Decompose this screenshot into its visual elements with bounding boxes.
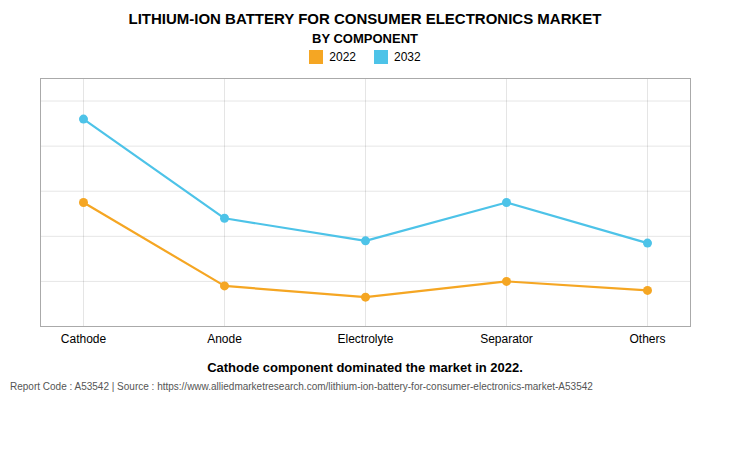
svg-text:Electrolyte: Electrolyte — [337, 332, 393, 346]
html-text:LITHIUM-ION BATTERY FOR CONSUM: LITHIUM-ION BATTERY FOR CONSUMER ELECTRO… — [128, 10, 602, 27]
svg-text:Separator: Separator — [480, 332, 533, 346]
html-text:Cathode component dominated th: Cathode component dominated the market i… — [207, 360, 523, 375]
html-text:BY COMPONENT: BY COMPONENT — [312, 31, 418, 46]
html-text:2032: 2032 — [394, 50, 421, 64]
svg-text:Anode: Anode — [207, 332, 242, 346]
html-text:Report Code : A53542 | Source: Report Code : A53542 | Source : https://… — [10, 381, 593, 392]
html-text:2022: 2022 — [329, 50, 356, 64]
svg-text:Cathode: Cathode — [61, 332, 107, 346]
svg-text:Others: Others — [629, 332, 665, 346]
